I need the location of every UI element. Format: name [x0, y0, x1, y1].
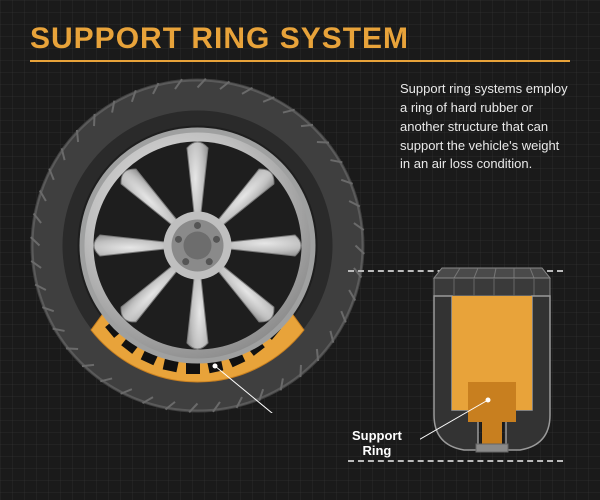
- wheel-illustration: [30, 78, 365, 413]
- page-title: SUPPORT RING SYSTEM: [30, 22, 409, 56]
- dash-line-bottom: [348, 460, 563, 462]
- title-underline: [30, 60, 570, 62]
- tire-cross-section: [420, 260, 565, 460]
- support-ring-label: SupportRing: [352, 429, 402, 458]
- description-text: Support ring systems employ a ring of ha…: [400, 80, 570, 174]
